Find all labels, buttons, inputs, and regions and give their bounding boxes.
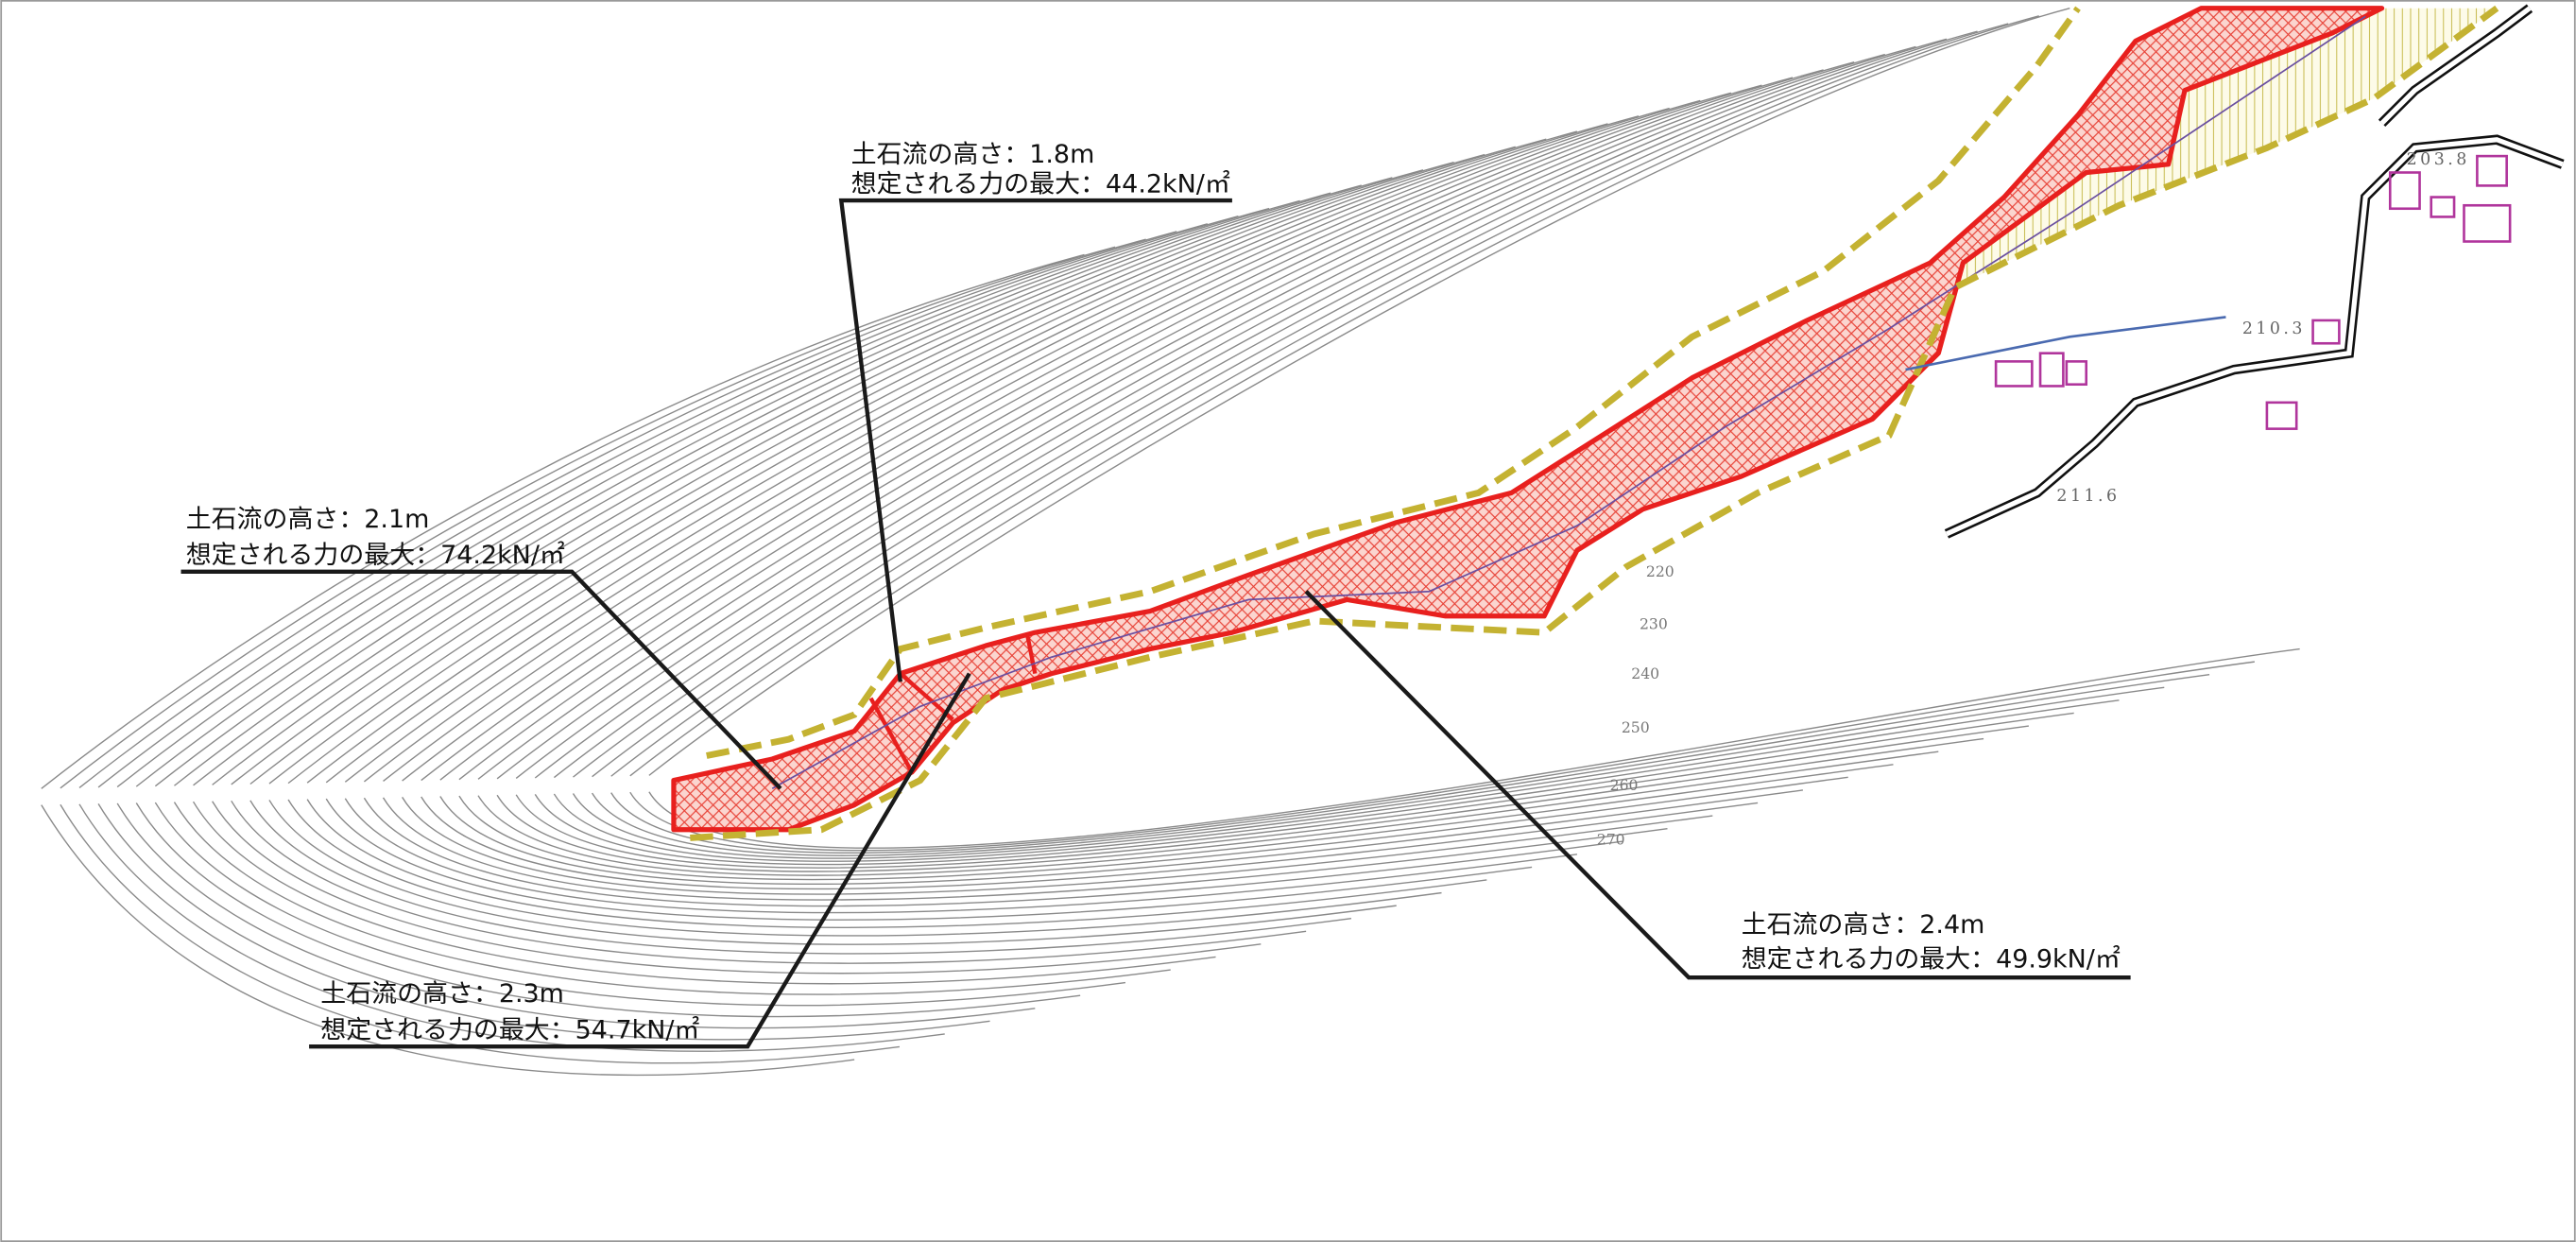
contour-line xyxy=(383,115,1640,783)
zone-divider xyxy=(868,631,1038,773)
contour-line xyxy=(60,803,901,1064)
contour-line xyxy=(648,647,2300,849)
contour-line xyxy=(363,797,1623,907)
contour-line xyxy=(402,107,1670,782)
debris-flow-zone xyxy=(671,6,2385,833)
contour-line xyxy=(41,804,855,1077)
contour-line xyxy=(364,123,1608,783)
contour-line xyxy=(477,764,1894,876)
contour-line xyxy=(173,802,1171,995)
contour-line xyxy=(41,253,1085,789)
max-force: 想定される力の最大：54.7kN/㎡ xyxy=(320,1015,699,1044)
contour-line xyxy=(193,192,1331,786)
contour-line xyxy=(515,737,1984,869)
hazard-boundary xyxy=(706,6,2081,759)
contour-line xyxy=(458,84,1762,781)
contour-line xyxy=(306,799,1487,928)
contour-line xyxy=(610,674,2210,854)
contour-line xyxy=(572,699,2120,859)
contour-line xyxy=(439,92,1732,781)
contour-line xyxy=(97,803,990,1041)
contour-line xyxy=(458,776,1848,881)
contour-line xyxy=(592,30,1978,778)
debris-height: 土石流の高さ：2.3m xyxy=(320,979,564,1009)
contour-line xyxy=(154,207,1270,787)
spot-height: 210.3 xyxy=(2242,319,2306,338)
contour-line xyxy=(402,797,1713,895)
debris-height: 土石流の高さ：2.4m xyxy=(1742,910,1985,940)
contour-line xyxy=(648,8,2070,776)
contour-line xyxy=(249,169,1424,785)
contour-line xyxy=(174,199,1300,786)
contour-line xyxy=(60,246,1116,789)
contour-line xyxy=(268,161,1454,785)
contour-line xyxy=(249,800,1352,955)
contour-line xyxy=(421,99,1701,782)
contour-line xyxy=(212,184,1362,785)
contour-line xyxy=(573,38,1948,778)
contour-label: 230 xyxy=(1640,615,1668,633)
contour-line xyxy=(515,61,1855,779)
contour-line xyxy=(477,77,1794,780)
contour-line xyxy=(135,215,1239,787)
contour-label: 270 xyxy=(1597,830,1625,848)
contour-line xyxy=(534,53,1885,779)
contour-line xyxy=(135,802,1081,1018)
stream-line xyxy=(771,15,2366,790)
contour-line xyxy=(325,798,1533,921)
contour-line xyxy=(534,725,2029,866)
contour-line xyxy=(382,797,1668,901)
max-force: 想定される力の最大：44.2kN/㎡ xyxy=(851,169,1230,198)
contour-line xyxy=(610,23,2009,777)
max-force: 想定される力の最大：49.9kN/㎡ xyxy=(1742,945,2121,975)
contour-line xyxy=(78,803,945,1052)
contour-line xyxy=(97,231,1177,788)
contour-line xyxy=(591,686,2165,856)
water-channel xyxy=(1905,316,2226,371)
contour-label: 220 xyxy=(1646,562,1674,580)
contour-label: 250 xyxy=(1622,718,1650,736)
contour-label: 240 xyxy=(1631,664,1659,682)
contour-line xyxy=(496,750,1939,872)
contour-line xyxy=(231,800,1307,964)
contour-line xyxy=(439,789,1803,886)
contour-lines xyxy=(41,8,2300,1077)
contour-line xyxy=(287,153,1485,785)
contour-line xyxy=(154,802,1126,1007)
debris-height: 土石流の高さ：1.8m xyxy=(851,140,1095,169)
contour-label: 260 xyxy=(1610,776,1639,794)
spot-height: 211.6 xyxy=(2056,487,2120,506)
contour-line xyxy=(212,801,1262,975)
contour-line xyxy=(116,802,1036,1029)
max-force: 想定される力の最大：74.2kN/㎡ xyxy=(186,541,565,570)
contour-line xyxy=(553,45,1916,779)
contour-line xyxy=(192,801,1216,985)
contour-line xyxy=(629,15,2039,777)
debris-height: 土石流の高さ：2.1m xyxy=(186,505,430,534)
contour-line xyxy=(287,799,1442,937)
contour-line xyxy=(116,223,1209,788)
contour-line xyxy=(421,796,1759,890)
contour-line xyxy=(629,661,2255,852)
buildings xyxy=(1994,154,2512,430)
contour-line xyxy=(78,238,1146,788)
contour-line xyxy=(553,712,2074,862)
contour-line xyxy=(231,177,1393,785)
spot-height: 203.8 xyxy=(2407,150,2470,169)
contour-line xyxy=(496,69,1824,780)
contour-line xyxy=(268,800,1397,945)
callout-lines xyxy=(180,198,2131,1049)
roads-inner xyxy=(1945,6,2564,537)
contour-line xyxy=(306,146,1516,784)
yellow-zone xyxy=(1930,8,2498,288)
hazard-boundary xyxy=(690,5,2499,841)
contour-line xyxy=(344,798,1577,914)
contour-line xyxy=(344,130,1578,783)
contour-line xyxy=(325,138,1547,784)
